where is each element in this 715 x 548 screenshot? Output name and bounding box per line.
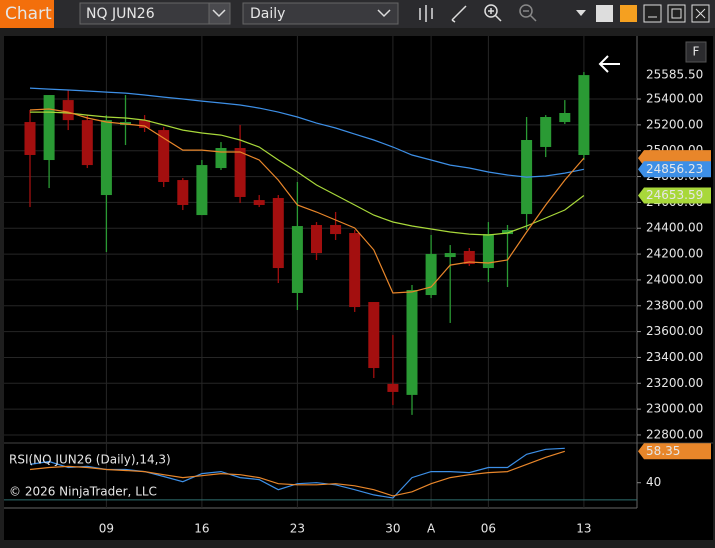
moving-average [29, 108, 585, 294]
rsi-badge [638, 443, 711, 460]
x-tick-label: 30 [385, 522, 400, 536]
candle-body [387, 383, 399, 392]
x-tick-label: 06 [481, 522, 496, 536]
candle-body [425, 253, 437, 296]
y-tick-label: 24000.00 [646, 272, 703, 286]
y-tick-label: 22800.00 [646, 427, 703, 441]
moving-average [29, 87, 585, 178]
window-glyphs [648, 8, 706, 19]
y-tick-label: 25400.00 [646, 92, 703, 106]
y-tick-label: 23800.00 [646, 298, 703, 312]
rsi-line [29, 450, 565, 497]
y-tick-label: 23000.00 [646, 402, 703, 416]
interval-label: Daily [250, 6, 285, 22]
scroll-arrow[interactable] [598, 55, 620, 73]
x-tick-label: 23 [290, 522, 305, 536]
candle-body [62, 100, 74, 121]
candle-body [330, 225, 342, 235]
candle-body [444, 253, 456, 258]
candle-body [139, 120, 151, 128]
chart-tab[interactable] [0, 0, 54, 28]
tab-label: Chart [5, 4, 52, 24]
y-tick-label: 24200.00 [646, 247, 703, 261]
candle-body [502, 230, 513, 235]
ma-badge-label: 24653.59 [646, 188, 703, 202]
x-tick-label: 16 [194, 522, 209, 536]
candle-body [253, 200, 265, 205]
candle-body [196, 165, 208, 216]
x-tick-label: 13 [576, 522, 591, 536]
menu-arrow[interactable] [576, 10, 586, 16]
candle-body [368, 302, 380, 369]
y-tick-label: 23600.00 [646, 324, 703, 338]
x-tick-label: A [427, 522, 436, 536]
candle-body [272, 198, 284, 269]
candle-body [311, 225, 322, 254]
minimize-button[interactable] [643, 4, 662, 23]
instrument-dropdown[interactable] [208, 2, 231, 25]
price-axis [637, 36, 713, 508]
plot-area [4, 36, 637, 508]
moving-average [30, 111, 585, 236]
candle-body [215, 148, 227, 169]
x-tick-label: 09 [99, 522, 114, 536]
candle-body [43, 95, 55, 161]
dropdown-arrow [212, 9, 226, 18]
y-tick-label: 23200.00 [646, 376, 703, 390]
window-button[interactable] [596, 5, 613, 22]
rsi-badge-label: 58.35 [646, 444, 680, 458]
candle-body [463, 250, 475, 265]
y-tick-label: 24400.00 [646, 221, 703, 235]
candle-body [81, 120, 93, 166]
panel-button-label: F [693, 45, 700, 59]
toolbar-icons[interactable] [419, 4, 537, 23]
candle-body [540, 117, 552, 147]
instrument-label: NQ JUN26 [86, 6, 155, 22]
rsi-line [29, 447, 565, 499]
candle-body [291, 226, 303, 293]
candle-body [158, 130, 170, 182]
marks: 22800.00 23000.00 23200.00 23400.00 23600.00… [4, 36, 711, 536]
copyright: © 2026 NinjaTrader, LLC [9, 485, 157, 499]
rsi-tick-label: 40 [646, 475, 661, 489]
maximize-button[interactable] [667, 4, 686, 23]
candle-body [234, 148, 246, 197]
dropdown-arrow [377, 9, 391, 18]
y-tick-label: 23400.00 [646, 350, 703, 364]
candle-body [406, 290, 418, 395]
candle-body [349, 233, 361, 308]
candle-body [578, 75, 590, 155]
ma-badge [638, 161, 711, 178]
ma-badge [638, 187, 711, 204]
candle-body [482, 234, 494, 269]
y-tick-label: 25200.00 [646, 117, 703, 131]
interval-select[interactable] [242, 2, 399, 25]
candle-body [24, 122, 36, 155]
panel-button[interactable] [685, 41, 707, 63]
candle-body [177, 180, 189, 205]
candle-body [100, 120, 112, 196]
window-button[interactable] [620, 5, 637, 22]
last-price-badge-label: 25585.50 [646, 68, 703, 82]
time-axis [4, 508, 713, 540]
ma-badge-label: 24856.23 [646, 162, 703, 176]
candle-body [559, 112, 571, 123]
last-price-badge [638, 67, 711, 84]
rsi-title: RSI(NQ JUN26 (Daily),14,3) [9, 453, 171, 467]
